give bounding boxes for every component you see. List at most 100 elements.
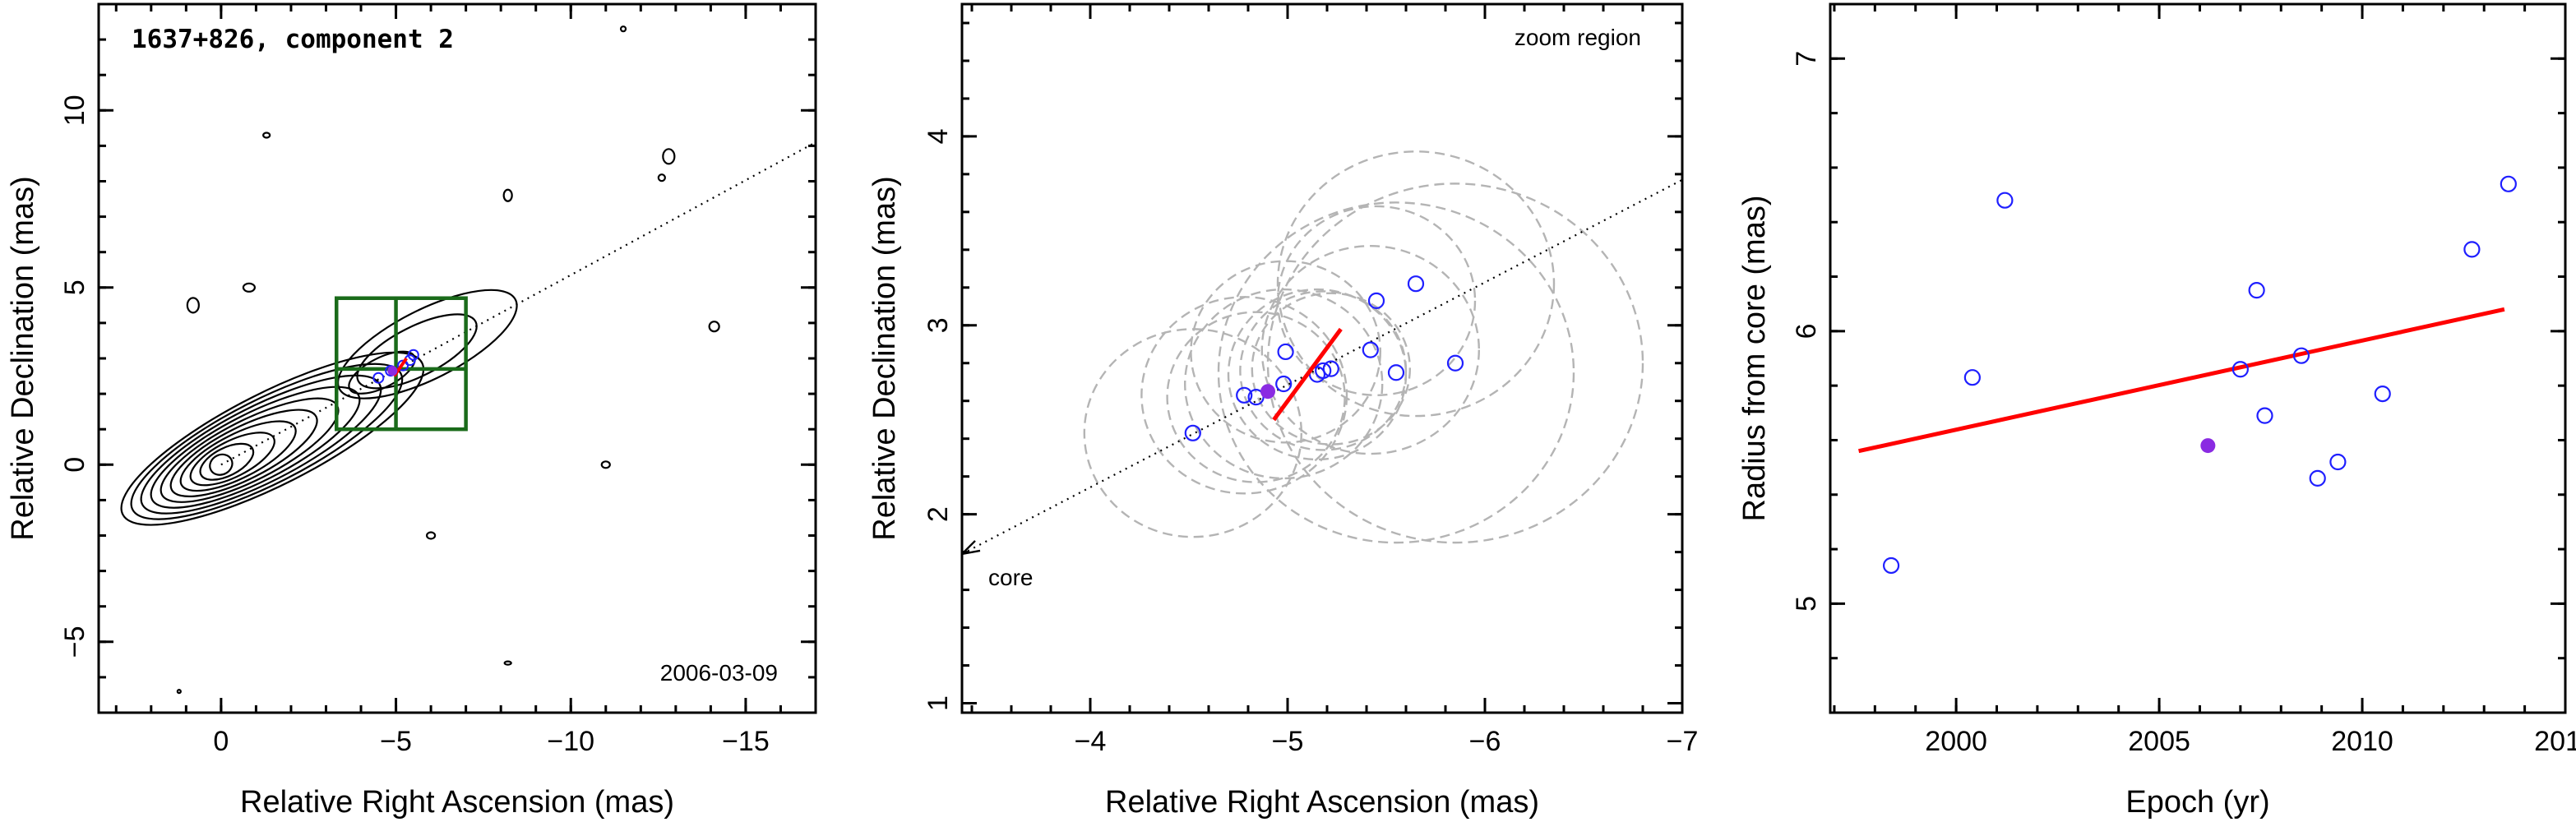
component-point (1407, 275, 1425, 293)
contour-level (150, 386, 361, 509)
x-tick-label: −15 (722, 726, 770, 757)
uncertainty-circle (1276, 150, 1556, 418)
component-size-circles (1083, 150, 1644, 544)
contour-level (356, 313, 478, 390)
uncertainty-circle (1217, 201, 1575, 544)
zoom-box (334, 296, 468, 432)
panel-vlbi-image: 0 −5 −10 −15 −5 0 5 10 1637+826, component 2 20… (6, 2, 817, 820)
uncertainty-circle (1276, 205, 1477, 397)
x-tick-label: 0 (213, 726, 229, 757)
x-tick-label: −4 (1075, 726, 1107, 757)
x-tick-label: 2010 (2331, 726, 2393, 757)
uncertainty-circle (1166, 311, 1346, 483)
y-tick-label: 4 (923, 128, 954, 144)
contour-level (199, 442, 255, 481)
y-tick-label: −5 (59, 626, 90, 658)
y-axis-label: Relative Declination (mas) (6, 176, 40, 541)
contour-blob (425, 531, 437, 540)
x-tick-label: −5 (1272, 726, 1304, 757)
contour-blob (619, 25, 627, 33)
x-axis-label: Relative Right Ascension (mas) (240, 785, 674, 820)
contour-blob (502, 188, 513, 202)
epoch-point (2292, 347, 2310, 364)
zoom-overlay (962, 178, 1682, 556)
component-point (1446, 354, 1464, 372)
contour-level (130, 363, 404, 520)
fitted-point (1260, 384, 1275, 399)
y-tick-label: 2 (923, 506, 954, 522)
contour-blob (242, 282, 257, 293)
uncertainty-circle (1251, 292, 1412, 446)
epoch-point (1963, 369, 1981, 386)
contour-blob (503, 660, 512, 666)
highlight-point (2200, 438, 2216, 454)
zoom-region-label: zoom region (1515, 25, 1641, 50)
x-tick-label: −10 (547, 726, 594, 757)
contour-level (169, 409, 318, 497)
contour-level (337, 289, 518, 399)
component-point (1387, 364, 1405, 381)
contour-blob (600, 460, 611, 469)
contour-blob (176, 689, 182, 695)
epoch-point (2329, 453, 2347, 471)
contour-blob (662, 148, 676, 165)
contour-level (120, 351, 425, 526)
y-axis-label: Relative Declination (mas) (867, 176, 902, 541)
y-tick-label: 5 (59, 279, 90, 295)
contour-blob (657, 173, 666, 182)
x-tick-label: 2005 (2128, 726, 2190, 757)
axis-ticks: 0 −5 −10 −15 −5 0 5 10 (59, 2, 817, 757)
uncertainty-circle (1260, 245, 1481, 455)
x-axis-label: Epoch (yr) (2125, 785, 2269, 820)
uncertainty-circle (1140, 296, 1348, 495)
x-tick-label: 2000 (1925, 726, 1987, 757)
panel-zoom-region: −4 −5 −6 −7 1 2 3 4 zoom region core Relative R… (867, 2, 1698, 820)
contour-level (189, 432, 275, 487)
component-point (1362, 341, 1379, 358)
y-tick-label: 10 (59, 95, 90, 126)
plot-frame (97, 2, 817, 714)
epoch-point (2374, 386, 2391, 403)
plot-frame (1829, 2, 2567, 714)
component-point (1184, 424, 1201, 441)
component-point (1315, 362, 1332, 380)
epoch-point (1996, 192, 2014, 209)
y-tick-label: 5 (1791, 596, 1822, 612)
contour-level (140, 374, 382, 515)
radius-plot (1858, 175, 2517, 575)
uncertainty-circle (1183, 288, 1384, 480)
jet-direction-line (220, 141, 816, 466)
component-point (1367, 292, 1385, 309)
epoch-point (2248, 282, 2265, 299)
jet-overlay (220, 141, 816, 466)
y-tick-label: 0 (59, 457, 90, 473)
chart-title: 1637+826, component 2 (132, 25, 454, 54)
y-axis-label: Radius from core (mas) (1737, 196, 1772, 522)
x-tick-label: −7 (1667, 726, 1699, 757)
y-tick-label: 6 (1791, 323, 1822, 339)
epoch-point (2500, 175, 2517, 192)
x-tick-label: −6 (1469, 726, 1501, 757)
core-label: core (988, 565, 1033, 590)
y-tick-label: 3 (923, 317, 954, 333)
epoch-point (2309, 469, 2326, 487)
uncertainty-circle (1266, 182, 1644, 544)
component-point (1236, 386, 1253, 404)
contour-level (209, 453, 234, 476)
epoch-point (2256, 407, 2273, 424)
fit-line (1858, 307, 2505, 454)
contour-level (179, 420, 297, 492)
axis-ticks: −4 −5 −6 −7 1 2 3 4 (923, 4, 1698, 757)
component-point (1275, 375, 1293, 393)
component-point (372, 372, 385, 384)
epoch-point (1882, 556, 1900, 575)
epoch-point (2463, 241, 2481, 258)
uncertainty-circle (1239, 290, 1408, 451)
contour-blob (708, 321, 720, 333)
contour-blob (186, 297, 200, 314)
x-axis-label: Relative Right Ascension (mas) (1105, 785, 1539, 820)
contour-map (120, 25, 720, 695)
